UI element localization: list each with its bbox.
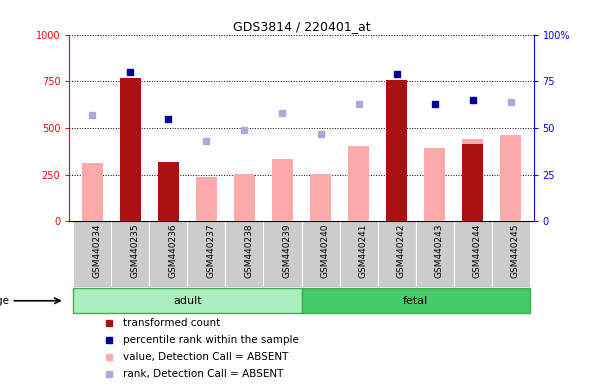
Text: GSM440244: GSM440244 [473, 223, 482, 278]
Bar [302, 221, 339, 287]
Bar [386, 80, 407, 221]
Bar [425, 147, 445, 221]
Text: fetal: fetal [403, 296, 428, 306]
Text: GSM440243: GSM440243 [435, 223, 444, 278]
Bar [188, 221, 226, 287]
Bar [226, 221, 264, 287]
Text: GSM440241: GSM440241 [359, 223, 368, 278]
Bar [310, 174, 331, 221]
Bar [463, 144, 483, 221]
Bar [415, 221, 453, 287]
Bar [348, 146, 369, 221]
Text: GSM440242: GSM440242 [397, 223, 406, 278]
Bar [272, 159, 293, 221]
Bar [264, 221, 302, 287]
Bar [500, 134, 521, 221]
Bar [234, 174, 255, 221]
Bar [158, 162, 178, 221]
Text: GSM440237: GSM440237 [206, 223, 215, 278]
Bar [453, 221, 492, 287]
Bar [492, 221, 530, 287]
Text: development stage: development stage [0, 296, 9, 306]
Bar [73, 288, 302, 313]
Bar [120, 78, 140, 221]
Text: rank, Detection Call = ABSENT: rank, Detection Call = ABSENT [123, 369, 283, 379]
Text: GSM440234: GSM440234 [92, 223, 101, 278]
Bar [150, 221, 188, 287]
Bar [463, 139, 483, 221]
Bar [73, 221, 111, 287]
Text: GSM440238: GSM440238 [244, 223, 253, 278]
Text: GSM440240: GSM440240 [321, 223, 329, 278]
Bar [111, 221, 150, 287]
Bar [377, 221, 415, 287]
Text: GSM440239: GSM440239 [282, 223, 291, 278]
Text: GSM440236: GSM440236 [168, 223, 177, 278]
Bar [196, 177, 217, 221]
Bar [302, 288, 530, 313]
Bar [339, 221, 377, 287]
Text: GSM440235: GSM440235 [130, 223, 139, 278]
Text: adult: adult [173, 296, 201, 306]
Text: value, Detection Call = ABSENT: value, Detection Call = ABSENT [123, 352, 288, 362]
Title: GDS3814 / 220401_at: GDS3814 / 220401_at [233, 20, 370, 33]
Text: GSM440245: GSM440245 [511, 223, 520, 278]
Text: percentile rank within the sample: percentile rank within the sample [123, 334, 298, 344]
Text: transformed count: transformed count [123, 318, 220, 328]
Bar [82, 164, 103, 221]
